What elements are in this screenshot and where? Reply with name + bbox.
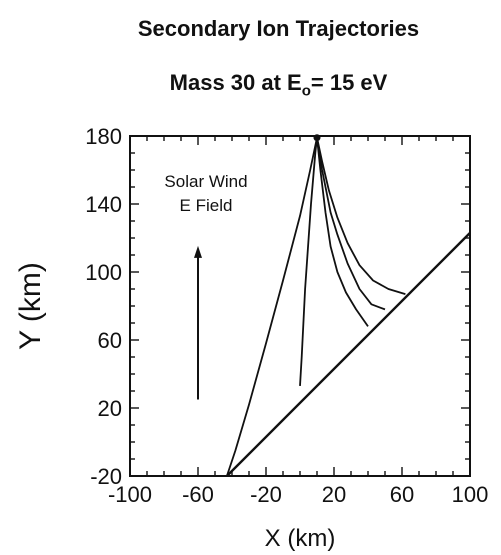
x-tick-label: 20 xyxy=(322,482,346,507)
y-tick-label: 140 xyxy=(85,192,122,217)
y-tick-label: 60 xyxy=(98,328,122,353)
trajectory-line-2 xyxy=(299,137,318,386)
e-field-arrow-head xyxy=(194,245,202,258)
y-tick-label: 20 xyxy=(98,396,122,421)
trajectory-line-4 xyxy=(316,137,386,311)
trajectory-line-3 xyxy=(316,137,369,327)
trajectory-curves xyxy=(226,134,471,477)
y-tick-label: 100 xyxy=(85,260,122,285)
x-tick-label: -60 xyxy=(182,482,214,507)
subtitle-prefix: Mass 30 at E xyxy=(169,70,302,95)
annotation-solar-wind: Solar Wind xyxy=(164,172,247,191)
plot-frame xyxy=(129,135,471,477)
x-tick-label: 100 xyxy=(452,482,489,507)
x-tick-label: 60 xyxy=(390,482,414,507)
trajectory-line-1 xyxy=(226,137,318,477)
x-axis-label: X (km) xyxy=(265,525,336,552)
axis-tick-labels: -100 -60 -20 20 60 100 -20 20 60 100 140 180 xyxy=(85,124,488,507)
y-axis-label: Y (km) xyxy=(14,262,47,350)
x-tick-label: -100 xyxy=(108,482,152,507)
subtitle-subscript: o xyxy=(301,82,311,100)
y-tick-label: 180 xyxy=(85,124,122,149)
x-tick-label: -20 xyxy=(250,482,282,507)
annotation-e-field: E Field xyxy=(180,196,233,215)
chart-subtitle: Mass 30 at Eo= 15 eV xyxy=(28,70,501,99)
trajectory-line-5 xyxy=(316,137,406,295)
y-tick-label: -20 xyxy=(90,464,122,489)
subtitle-suffix: = 15 eV xyxy=(310,70,388,95)
chart-title: Secondary Ion Trajectories xyxy=(137,16,420,41)
boundary-line xyxy=(226,232,471,477)
